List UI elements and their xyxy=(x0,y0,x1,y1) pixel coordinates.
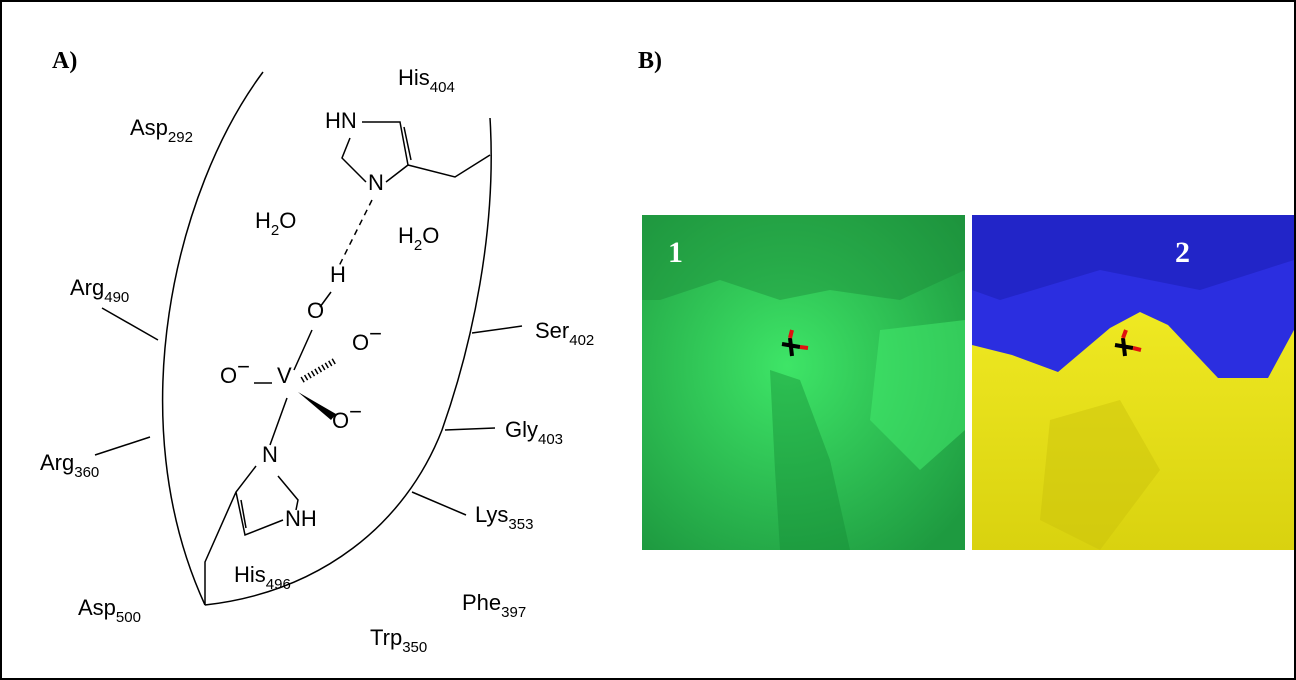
label-text: His xyxy=(234,562,266,587)
label-text: V xyxy=(277,363,292,388)
label-text: Asp xyxy=(130,115,168,140)
label-tail: O xyxy=(279,208,296,233)
chem-label: O xyxy=(307,298,324,323)
image-label: 1 xyxy=(668,236,683,269)
label-text: O xyxy=(220,363,237,388)
label-text: His xyxy=(398,65,430,90)
label-text: Ser xyxy=(535,318,569,343)
subscript: 397 xyxy=(501,604,526,621)
label-text: H xyxy=(398,223,414,248)
subscript: 500 xyxy=(116,609,141,626)
subscript: 496 xyxy=(266,576,291,593)
label-text: N xyxy=(368,170,384,195)
chem-label: V xyxy=(277,363,292,388)
superscript: − xyxy=(369,321,382,346)
label-text: Arg xyxy=(40,450,74,475)
label-text: O xyxy=(307,298,324,323)
chem-label: N xyxy=(262,442,278,467)
panel-b-label: B) xyxy=(638,48,662,74)
chem-label: NH xyxy=(285,506,317,531)
label-text: O xyxy=(352,330,369,355)
chem-label: H xyxy=(330,262,346,287)
panel-a-label: A) xyxy=(52,48,77,74)
label-text: NH xyxy=(285,506,317,531)
surface-1 xyxy=(642,215,965,550)
chem-label: HN xyxy=(325,108,357,133)
label-text: N xyxy=(262,442,278,467)
surface-2 xyxy=(972,215,1294,550)
label-text: Trp xyxy=(370,625,402,650)
label-text: O xyxy=(332,408,349,433)
subscript: 350 xyxy=(402,639,427,656)
figure: A) B) 1 2 Asp292His404Arg490Ser402Arg360 xyxy=(0,0,1296,680)
label-text: Asp xyxy=(78,595,116,620)
subscript: 360 xyxy=(74,464,99,481)
label-text: Gly xyxy=(505,417,538,442)
label-text: H xyxy=(330,262,346,287)
superscript: − xyxy=(349,399,362,424)
label-tail: O xyxy=(422,223,439,248)
label-text: H xyxy=(255,208,271,233)
subscript: 490 xyxy=(104,289,129,306)
subscript: 2 xyxy=(271,222,279,239)
subscript: 292 xyxy=(168,129,193,146)
label-text: Phe xyxy=(462,590,501,615)
image-label: 2 xyxy=(1175,236,1190,269)
subscript: 403 xyxy=(538,431,563,448)
label-text: Lys xyxy=(475,502,508,527)
subscript: 353 xyxy=(508,516,533,533)
shade xyxy=(642,215,965,300)
subscript: 402 xyxy=(569,332,594,349)
subscript: 2 xyxy=(414,237,422,254)
label-text: Arg xyxy=(70,275,104,300)
label-text: HN xyxy=(325,108,357,133)
superscript: − xyxy=(237,354,250,379)
chem-label: N xyxy=(368,170,384,195)
subscript: 404 xyxy=(430,79,455,96)
